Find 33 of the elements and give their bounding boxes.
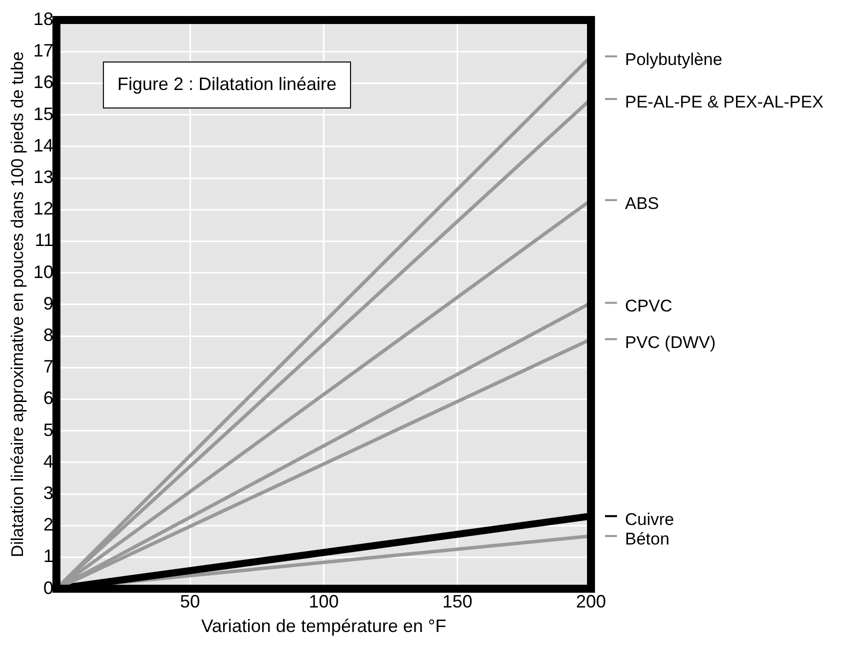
x-tick-label: 50: [180, 592, 200, 612]
y-tick-label: 14: [33, 135, 54, 156]
legend-label: Cuivre: [625, 510, 674, 529]
x-axis-title: Variation de température en °F: [201, 616, 446, 636]
text: Figure 2 : Dilatation linéaire: [117, 74, 337, 94]
y-tick-label: 7: [43, 356, 54, 377]
y-tick-label: 4: [43, 451, 54, 472]
x-tick-label: 150: [442, 592, 472, 612]
y-tick-label: 15: [33, 104, 54, 124]
y-tick-label: 2: [43, 514, 54, 535]
y-tick-label: 3: [43, 482, 54, 503]
legend-label: Béton: [625, 530, 670, 549]
y-tick-label: 5: [43, 420, 54, 440]
y-axis-title: Dilatation linéaire approximative en pouces dans 100 pieds de tube: [8, 52, 27, 558]
legend-label: PVC (DWV): [625, 332, 716, 352]
y-tick-label: 9: [43, 293, 54, 314]
y-tick-label: 10: [33, 262, 54, 282]
y-tick-label: 18: [33, 8, 54, 29]
y-tick-label: 8: [43, 324, 54, 345]
legend-label: ABS: [625, 194, 660, 213]
y-tick-label: 12: [33, 198, 54, 219]
y-tick-label: 1: [43, 546, 54, 566]
y-tick-label: 17: [33, 40, 54, 61]
y-tick-label: 0: [43, 578, 54, 598]
legend-label: PE-AL-PE & PEX-AL-PEX: [625, 92, 824, 112]
y-tick-label: 16: [33, 72, 54, 92]
legend-label: Polybutylène: [625, 50, 722, 70]
y-tick-label: 6: [43, 388, 54, 408]
legend-label: CPVC: [625, 296, 672, 316]
y-tick-label: 11: [34, 230, 54, 250]
x-tick-label: 200: [576, 592, 606, 612]
x-tick-label: 100: [308, 592, 339, 612]
y-tick-label: 13: [33, 166, 54, 187]
